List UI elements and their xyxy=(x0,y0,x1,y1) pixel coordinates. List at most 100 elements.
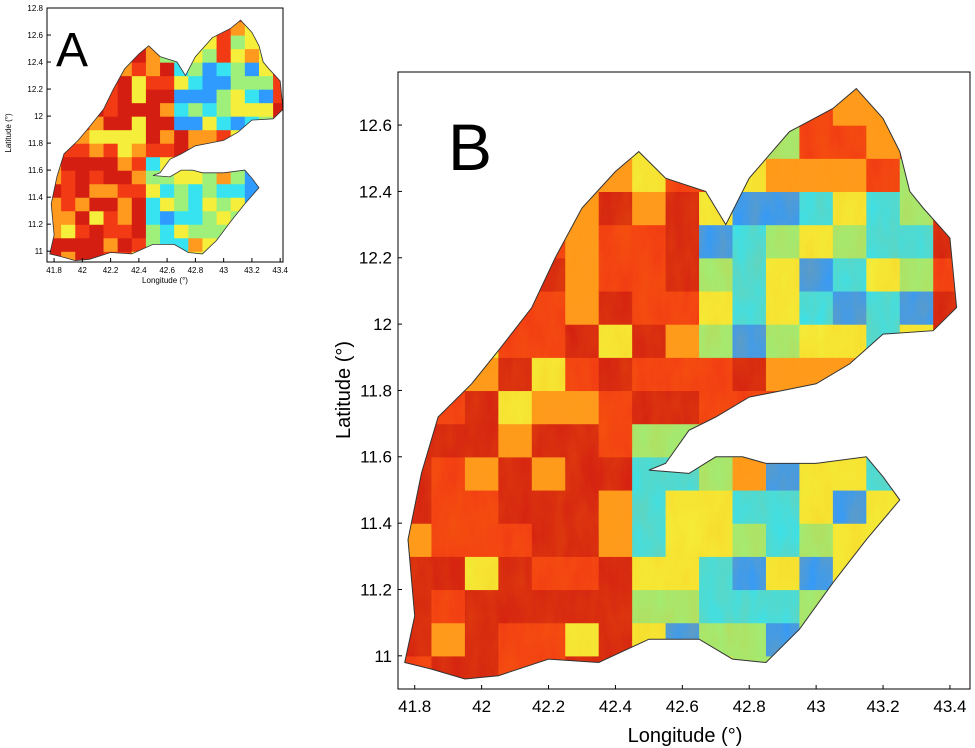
grid-cell xyxy=(216,156,232,171)
grid-cell xyxy=(899,357,934,392)
grid-cell xyxy=(49,89,62,104)
grid-cell xyxy=(160,89,175,104)
grid-cell xyxy=(404,91,433,126)
grid-cell xyxy=(273,197,283,212)
grid-cell xyxy=(145,89,161,104)
grid-cell xyxy=(174,20,189,23)
grid-cell xyxy=(799,655,834,680)
grid-cell xyxy=(202,35,218,50)
x-tick-label: 42.2 xyxy=(532,697,565,716)
grid-cell xyxy=(160,20,175,23)
grid-cell xyxy=(258,21,274,36)
grid-cell xyxy=(632,655,667,680)
grid-cell xyxy=(117,116,133,131)
grid-cell xyxy=(131,183,147,198)
y-tick-label: 12.2 xyxy=(359,249,392,268)
grid-cell xyxy=(103,75,119,90)
grid-cell xyxy=(464,224,499,259)
grid-cell xyxy=(216,183,232,198)
grid-cell xyxy=(866,655,901,680)
grid-cell xyxy=(89,20,105,23)
grid-cell xyxy=(431,357,466,392)
grid-cell xyxy=(174,48,189,63)
grid-cell xyxy=(216,197,232,212)
grid-cell xyxy=(899,589,934,624)
grid-cell xyxy=(258,35,274,50)
grid-cell xyxy=(799,622,834,657)
grid-cell xyxy=(464,324,499,358)
grid-cell xyxy=(174,21,189,36)
grid-cell xyxy=(216,210,232,225)
grid-cell xyxy=(61,237,76,252)
grid-cell xyxy=(75,210,90,225)
grid-cell xyxy=(89,210,105,225)
grid-cell xyxy=(217,0,232,9)
grid-cell xyxy=(131,75,147,90)
panel-a-ylabel: Latitude (°) xyxy=(4,113,13,153)
grid-cell xyxy=(866,556,901,591)
x-tick-label: 42.8 xyxy=(733,697,766,716)
grid-cell xyxy=(103,183,119,198)
grid-cell xyxy=(131,102,147,117)
grid-cell xyxy=(933,191,957,226)
grid-cell xyxy=(188,237,204,252)
y-tick-label: 12.6 xyxy=(359,116,392,135)
grid-cell xyxy=(216,62,232,77)
grid-cell xyxy=(216,75,232,90)
y-tick-label: 11.2 xyxy=(28,220,44,229)
grid-cell xyxy=(160,129,175,144)
grid-cell xyxy=(431,191,466,226)
grid-cell xyxy=(498,91,533,126)
grid-cell xyxy=(49,170,62,185)
grid-cell xyxy=(117,21,133,36)
grid-cell xyxy=(103,62,119,77)
panel-a: 41.8 42 42.2 42.4 42.6 42.8 43 43.2 43.4 1111.21… xyxy=(4,0,289,285)
grid-cell xyxy=(49,197,62,212)
grid-cell xyxy=(103,224,119,239)
grid-cell xyxy=(61,183,76,198)
grid-cell xyxy=(61,197,76,212)
x-tick-label: 43 xyxy=(219,266,228,275)
grid-cell xyxy=(933,357,957,392)
grid-cell xyxy=(202,170,218,185)
grid-cell xyxy=(832,423,867,458)
grid-cell xyxy=(899,655,934,680)
grid-cell xyxy=(188,170,204,185)
grid-cell xyxy=(933,324,957,358)
grid-cell xyxy=(146,0,161,9)
grid-cell xyxy=(131,237,147,252)
grid-cell xyxy=(899,390,934,425)
grid-cell xyxy=(799,423,834,458)
grid-cell xyxy=(145,170,161,185)
grid-cell xyxy=(464,257,499,292)
grid-cell xyxy=(89,102,105,117)
grid-cell xyxy=(75,102,90,117)
grid-cell xyxy=(431,26,465,60)
grid-cell xyxy=(174,224,189,239)
grid-cell xyxy=(866,622,901,657)
grid-cell xyxy=(244,62,260,77)
grid-cell xyxy=(188,62,204,77)
grid-cell xyxy=(202,156,218,171)
grid-cell xyxy=(117,197,133,212)
grid-cell xyxy=(89,251,105,261)
grid-cell xyxy=(230,20,246,23)
grid-cell xyxy=(75,237,90,252)
grid-cell xyxy=(258,197,274,212)
grid-cell xyxy=(75,0,90,9)
grid-cell xyxy=(498,191,533,226)
grid-cell xyxy=(244,156,260,171)
grid-cell xyxy=(89,129,105,144)
grid-cell xyxy=(117,20,133,23)
grid-cell xyxy=(273,20,283,23)
grid-cell xyxy=(131,156,147,171)
grid-cell xyxy=(231,0,246,9)
grid-cell xyxy=(61,156,76,171)
grid-cell xyxy=(404,88,433,93)
grid-cell xyxy=(117,129,133,144)
grid-cell xyxy=(933,655,957,680)
x-tick-label: 43 xyxy=(807,697,826,716)
grid-cell xyxy=(258,75,274,90)
grid-cell xyxy=(258,170,274,185)
y-tick-label: 12.4 xyxy=(359,182,392,201)
